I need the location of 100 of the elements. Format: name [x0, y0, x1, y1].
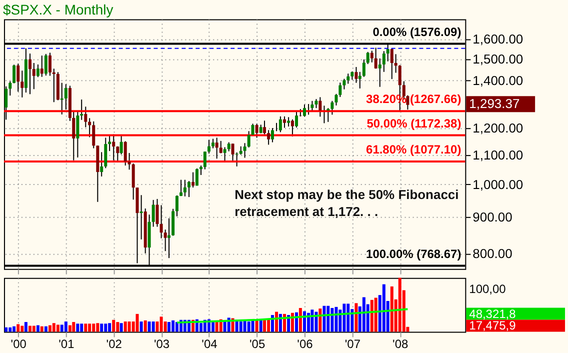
candlestick — [362, 58, 366, 78]
bar — [326, 306, 330, 332]
y-tick-label: 1,600.00 — [472, 32, 524, 47]
candlestick — [168, 218, 170, 259]
candlestick — [270, 128, 274, 143]
bar — [136, 314, 139, 332]
x-tick-label: '01 — [58, 337, 75, 352]
candlestick — [223, 146, 226, 162]
x-tick-label: '07 — [344, 337, 361, 352]
x-tick-label: '05 — [249, 337, 266, 352]
bar — [247, 321, 250, 332]
bar — [60, 324, 64, 332]
bar — [4, 327, 8, 332]
candlestick — [128, 152, 131, 170]
bar — [215, 321, 218, 332]
text: 17,475,9 — [469, 318, 516, 333]
x-tick-label: '04 — [202, 337, 218, 352]
candlestick — [156, 198, 159, 228]
bar — [374, 298, 378, 332]
candlestick — [52, 68, 56, 103]
bar — [239, 321, 242, 332]
candlestick — [302, 104, 306, 118]
candlestick — [278, 116, 282, 133]
candlestick — [48, 52, 52, 76]
candlestick — [267, 130, 270, 146]
candlestick — [76, 110, 80, 158]
bar — [148, 321, 151, 332]
bar — [267, 320, 270, 332]
candlestick — [282, 116, 286, 128]
candlestick — [382, 50, 386, 72]
bar — [128, 321, 131, 332]
candlestick — [195, 168, 198, 186]
bar — [172, 320, 175, 332]
candlestick — [124, 140, 127, 166]
candlestick — [108, 134, 112, 152]
bar — [140, 321, 143, 332]
x-tick-label: '08 — [392, 337, 408, 352]
candlestick — [44, 53, 48, 76]
candlestick — [370, 50, 374, 63]
bar — [108, 323, 112, 332]
bar — [223, 321, 226, 332]
candlestick — [36, 64, 40, 78]
candlestick — [120, 134, 123, 155]
candlestick — [180, 179, 183, 197]
bar — [144, 320, 147, 332]
y-tick-label: 900.00 — [472, 209, 512, 224]
bar — [56, 324, 60, 332]
y-tick-label: 1,400.00 — [472, 72, 524, 88]
x-tick-label: '02 — [106, 337, 122, 352]
bar — [40, 326, 44, 332]
candlestick — [187, 180, 190, 198]
bar — [44, 326, 48, 332]
bar — [318, 308, 322, 332]
bar — [346, 304, 350, 332]
bar — [36, 325, 40, 332]
bar — [28, 326, 32, 332]
candlestick — [200, 165, 203, 176]
bar — [251, 320, 254, 332]
bar — [310, 310, 314, 332]
x-tick-label: '03 — [154, 337, 170, 352]
candlestick — [346, 73, 350, 84]
candlestick — [112, 134, 116, 161]
ref-line-label: 0.00% (1576.09) — [372, 24, 462, 39]
candlestick — [20, 70, 24, 98]
bar — [334, 306, 338, 332]
candlestick — [175, 194, 178, 217]
candlestick — [40, 55, 44, 78]
bar — [76, 324, 80, 332]
candlestick — [28, 53, 32, 95]
candlestick — [183, 179, 186, 197]
text: 1,293.37 — [469, 96, 520, 112]
bar — [175, 322, 178, 332]
candlestick — [32, 62, 36, 90]
y-tick-label: 1,500.00 — [472, 52, 524, 67]
bar — [390, 286, 394, 332]
bar — [200, 323, 203, 332]
bar — [24, 322, 28, 332]
candlestick — [132, 162, 135, 200]
candlestick — [215, 137, 218, 160]
ref-line-label: 61.80% (1077.10) — [366, 142, 462, 156]
candlestick — [84, 106, 88, 128]
bar — [322, 306, 326, 332]
candlestick — [104, 137, 108, 169]
candlestick — [227, 142, 230, 152]
bar — [212, 322, 215, 332]
bar — [382, 284, 386, 332]
candlestick — [394, 54, 398, 74]
candlestick — [203, 151, 206, 170]
bar — [20, 326, 24, 332]
bar — [354, 303, 358, 332]
candlestick — [160, 204, 163, 239]
candlestick — [287, 116, 290, 127]
candlestick — [88, 118, 92, 138]
x-tick-label: '06 — [297, 337, 314, 352]
bar — [116, 322, 120, 332]
y-tick-label: 1,000.00 — [472, 176, 524, 192]
ref-line-label: 100.00% (768.67) — [366, 246, 462, 261]
bar — [88, 324, 92, 332]
candlestick — [390, 48, 394, 80]
candlestick — [326, 108, 330, 122]
